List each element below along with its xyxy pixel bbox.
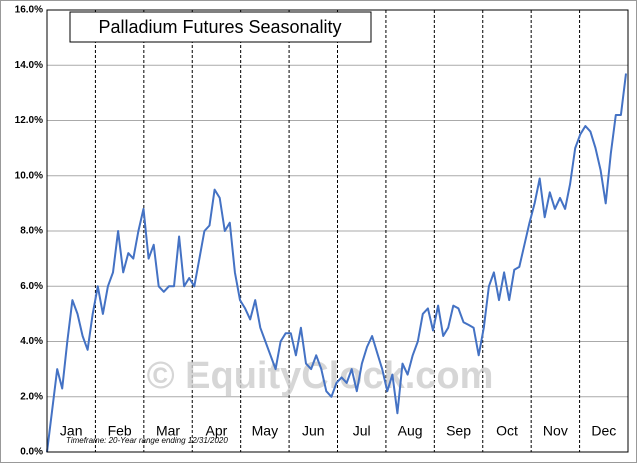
x-tick-label: May — [252, 423, 278, 439]
y-tick-label: 4.0% — [20, 336, 43, 347]
footnote: Timeframe: 20-Year range ending 12/31/20… — [66, 436, 228, 445]
x-tick-label: Jun — [302, 423, 325, 439]
y-tick-label: 6.0% — [20, 281, 43, 292]
x-tick-label: Nov — [543, 423, 568, 439]
x-tick-label: Sep — [446, 423, 471, 439]
watermark: © EquityClock.com — [147, 355, 494, 397]
x-tick-label: Oct — [496, 423, 518, 439]
x-tick-label: Dec — [591, 423, 616, 439]
x-tick-label: Apr — [206, 423, 228, 439]
y-tick-label: 12.0% — [15, 115, 43, 126]
y-tick-label: 14.0% — [15, 60, 43, 71]
y-tick-label: 16.0% — [15, 5, 43, 16]
y-tick-label: 0.0% — [20, 447, 43, 458]
plot-frame — [46, 9, 629, 453]
y-tick-label: 2.0% — [20, 391, 43, 402]
chart-title: Palladium Futures Seasonality — [98, 17, 341, 37]
x-tick-label: Mar — [156, 423, 180, 439]
plot — [46, 73, 627, 453]
series-line — [46, 73, 627, 453]
y-tick-label: 10.0% — [15, 170, 43, 181]
y-tick-label: 8.0% — [20, 226, 43, 237]
title-box — [69, 11, 372, 43]
x-tick-label: Jul — [353, 423, 371, 439]
x-tick-label: Feb — [108, 423, 132, 439]
x-tick-label: Jan — [60, 423, 83, 439]
x-tick-label: Aug — [398, 423, 423, 439]
